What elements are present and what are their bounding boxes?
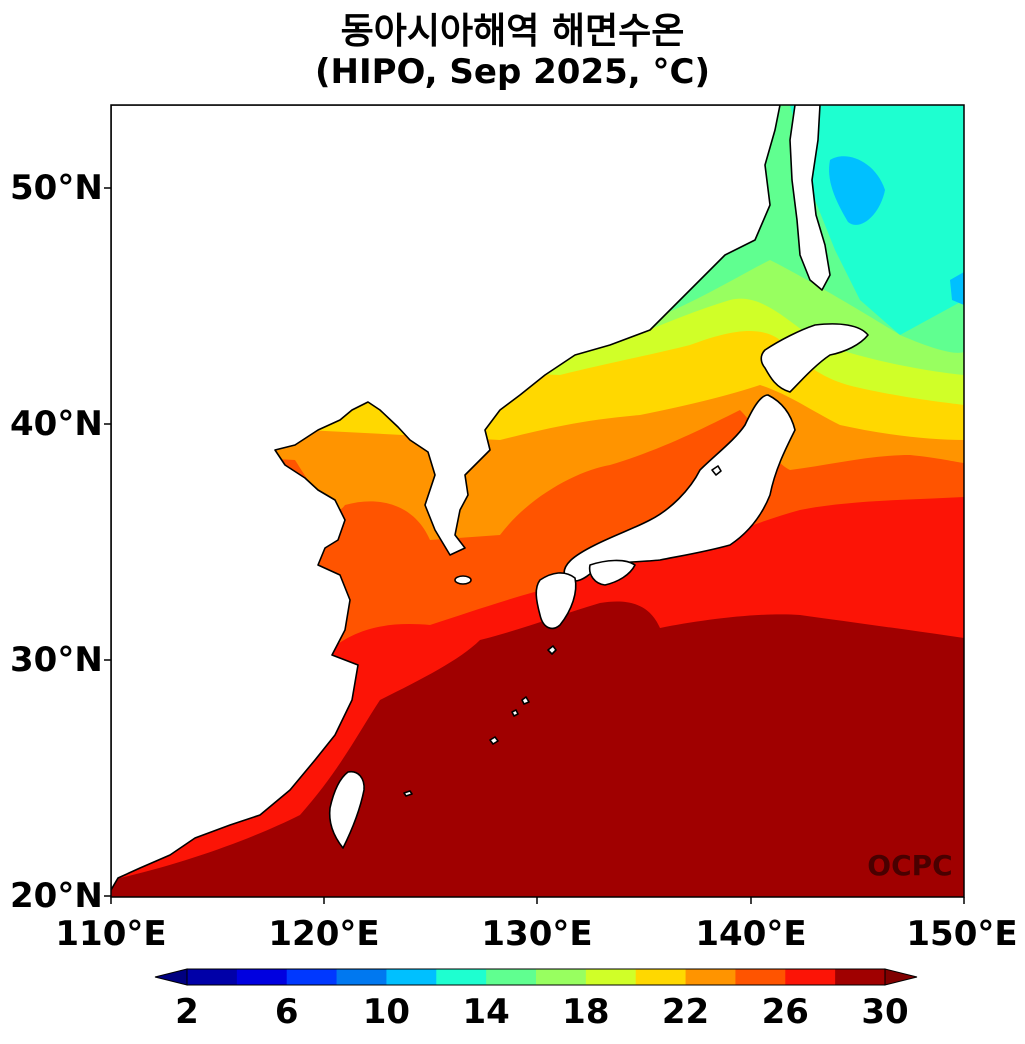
colorbar-swatch [336, 969, 387, 985]
lat-label-40n: 40°N [10, 404, 103, 444]
colorbar-tick-label: 30 [861, 992, 909, 1032]
colorbar-swatch [286, 969, 338, 985]
colorbar-tick-label: 26 [761, 992, 809, 1032]
ocpc-watermark: OCPC [867, 849, 952, 882]
colorbar-swatch [536, 969, 587, 985]
colorbar-tick-label: 14 [462, 992, 510, 1032]
colorbar-swatch [436, 969, 487, 985]
title-line1: 동아시아해역 해면수온 [340, 11, 685, 52]
sst-band-30 [111, 601, 964, 897]
mainland [111, 105, 781, 891]
colorbar-swatch [486, 969, 537, 985]
sst-field [111, 105, 964, 897]
ryukyu-island [521, 696, 530, 705]
colorbar-swatch [835, 969, 886, 985]
ryukyu-island [547, 645, 557, 655]
lat-label-50n: 50°N [10, 168, 103, 208]
land [111, 105, 869, 891]
ryukyu-island [403, 790, 413, 797]
colorbar-tick-label: 10 [362, 992, 411, 1032]
axis-ticks [104, 187, 965, 904]
hokkaido-island [760, 323, 869, 393]
lon-label-150e: 150°E [906, 914, 1018, 954]
lon-label-110e: 110°E [55, 914, 167, 954]
colorbar-swatch [735, 969, 786, 985]
lon-label-140e: 140°E [695, 914, 807, 954]
colorbar-tick-label: 2 [175, 992, 199, 1032]
jeju-island [454, 575, 472, 585]
colorbar-tick-label: 22 [661, 992, 710, 1032]
colorbar-extend-over [884, 968, 918, 986]
ryukyu-island [489, 736, 499, 745]
lon-label-130e: 130°E [481, 914, 593, 954]
colorbar-swatch [585, 969, 637, 985]
sado-island [711, 465, 722, 476]
lon-label-120e: 120°E [268, 914, 380, 954]
kyushu-island [535, 572, 577, 630]
ryukyu-island [511, 709, 519, 717]
colorbar-swatch [386, 969, 437, 985]
sst-band-10b [950, 272, 964, 305]
colorbar [154, 968, 918, 986]
colorbar-swatch [187, 969, 238, 985]
colorbar-swatch [635, 969, 687, 985]
lat-label-20n: 20°N [10, 876, 103, 916]
colorbar-frame [186, 968, 886, 986]
colorbar-extend-under [154, 968, 188, 986]
colorbar-swatch [785, 969, 836, 985]
taiwan-island [328, 770, 365, 849]
colorbar-tick-label: 6 [274, 992, 299, 1032]
lat-label-30n: 30°N [10, 640, 103, 680]
colorbar-swatch [236, 969, 288, 985]
colorbar-swatch [685, 969, 736, 985]
honshu-island [563, 394, 796, 582]
sst-band-10 [829, 156, 885, 225]
title-line2: (HIPO, Sep 2025, °C) [314, 52, 711, 92]
sakhalin-island [789, 105, 831, 291]
shikoku-island [588, 559, 636, 586]
colorbar-tick-label: 18 [562, 992, 610, 1032]
